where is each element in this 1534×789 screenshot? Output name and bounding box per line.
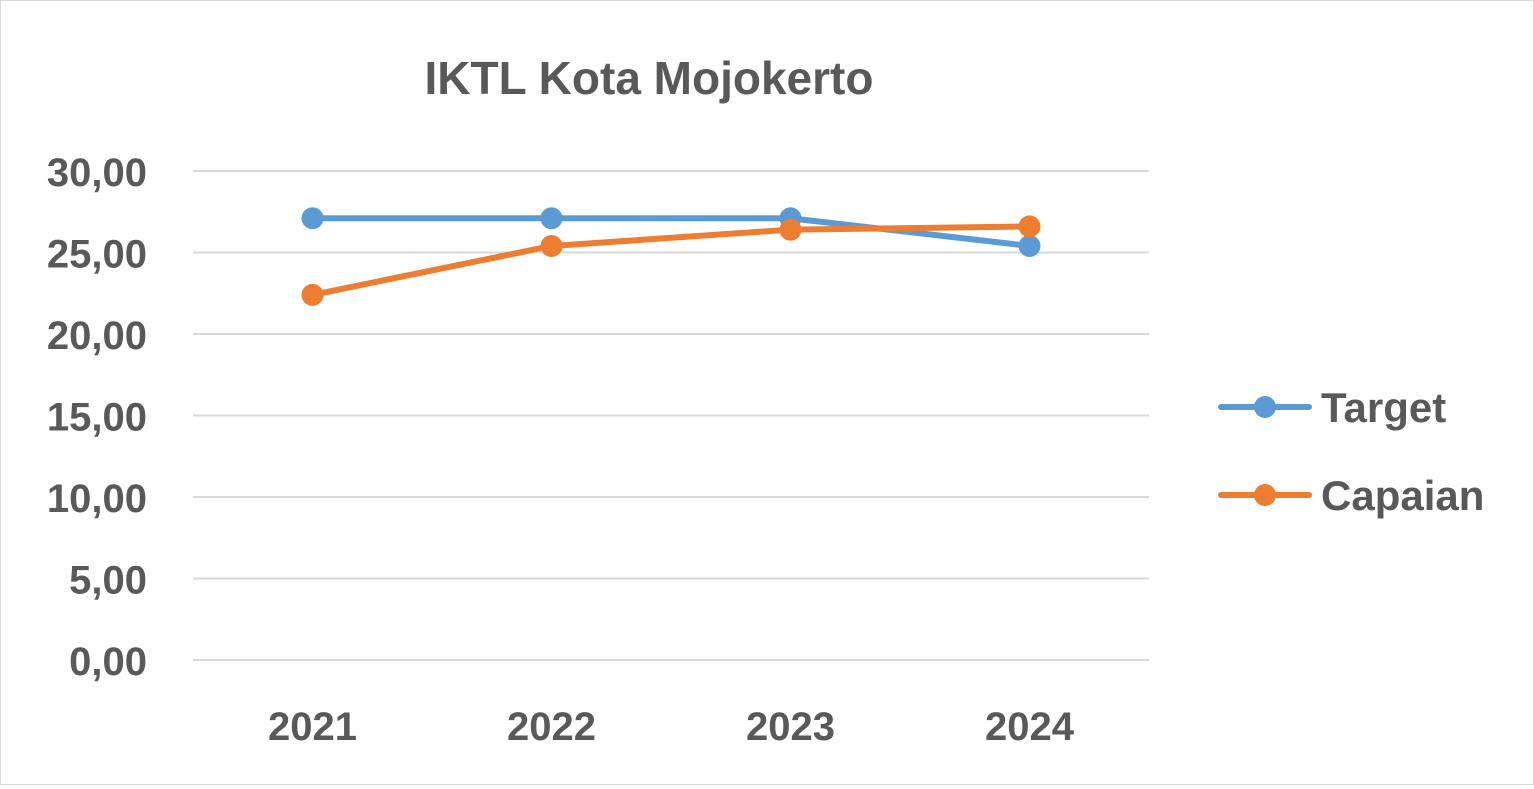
data-point-target — [540, 207, 563, 230]
series-lines — [301, 207, 1041, 306]
data-point-capaian — [1018, 215, 1041, 238]
y-axis-ticks: 0,00 5,00 10,00 15,00 20,00 25,00 30,00 — [47, 151, 147, 684]
y-tick-label: 30,00 — [47, 151, 147, 195]
data-point-target — [1018, 234, 1041, 257]
x-tick-label: 2023 — [746, 705, 835, 749]
series-line-target — [309, 215, 1033, 249]
x-axis-ticks: 2021 2022 2023 2024 — [268, 705, 1075, 749]
data-point-capaian — [540, 234, 563, 257]
legend: Target Capaian — [1218, 384, 1484, 519]
legend-label: Capaian — [1321, 472, 1484, 519]
x-tick-label: 2024 — [985, 705, 1075, 749]
data-point-capaian — [301, 283, 324, 306]
y-tick-label: 25,00 — [47, 233, 147, 277]
legend-marker — [1254, 484, 1276, 506]
chart-title: IKTL Kota Mojokerto — [425, 52, 874, 104]
y-tick-label: 10,00 — [47, 477, 147, 521]
data-point-target — [301, 207, 324, 230]
y-tick-label: 15,00 — [47, 396, 147, 440]
legend-marker — [1254, 396, 1276, 418]
y-tick-label: 0,00 — [69, 640, 147, 684]
legend-label: Target — [1321, 384, 1446, 431]
y-tick-label: 20,00 — [47, 314, 147, 358]
series-line-capaian — [309, 223, 1033, 298]
y-tick-label: 5,00 — [69, 559, 147, 603]
data-point-capaian — [779, 218, 802, 241]
x-tick-label: 2021 — [268, 705, 357, 749]
gridlines — [193, 170, 1149, 661]
x-tick-label: 2022 — [507, 705, 596, 749]
